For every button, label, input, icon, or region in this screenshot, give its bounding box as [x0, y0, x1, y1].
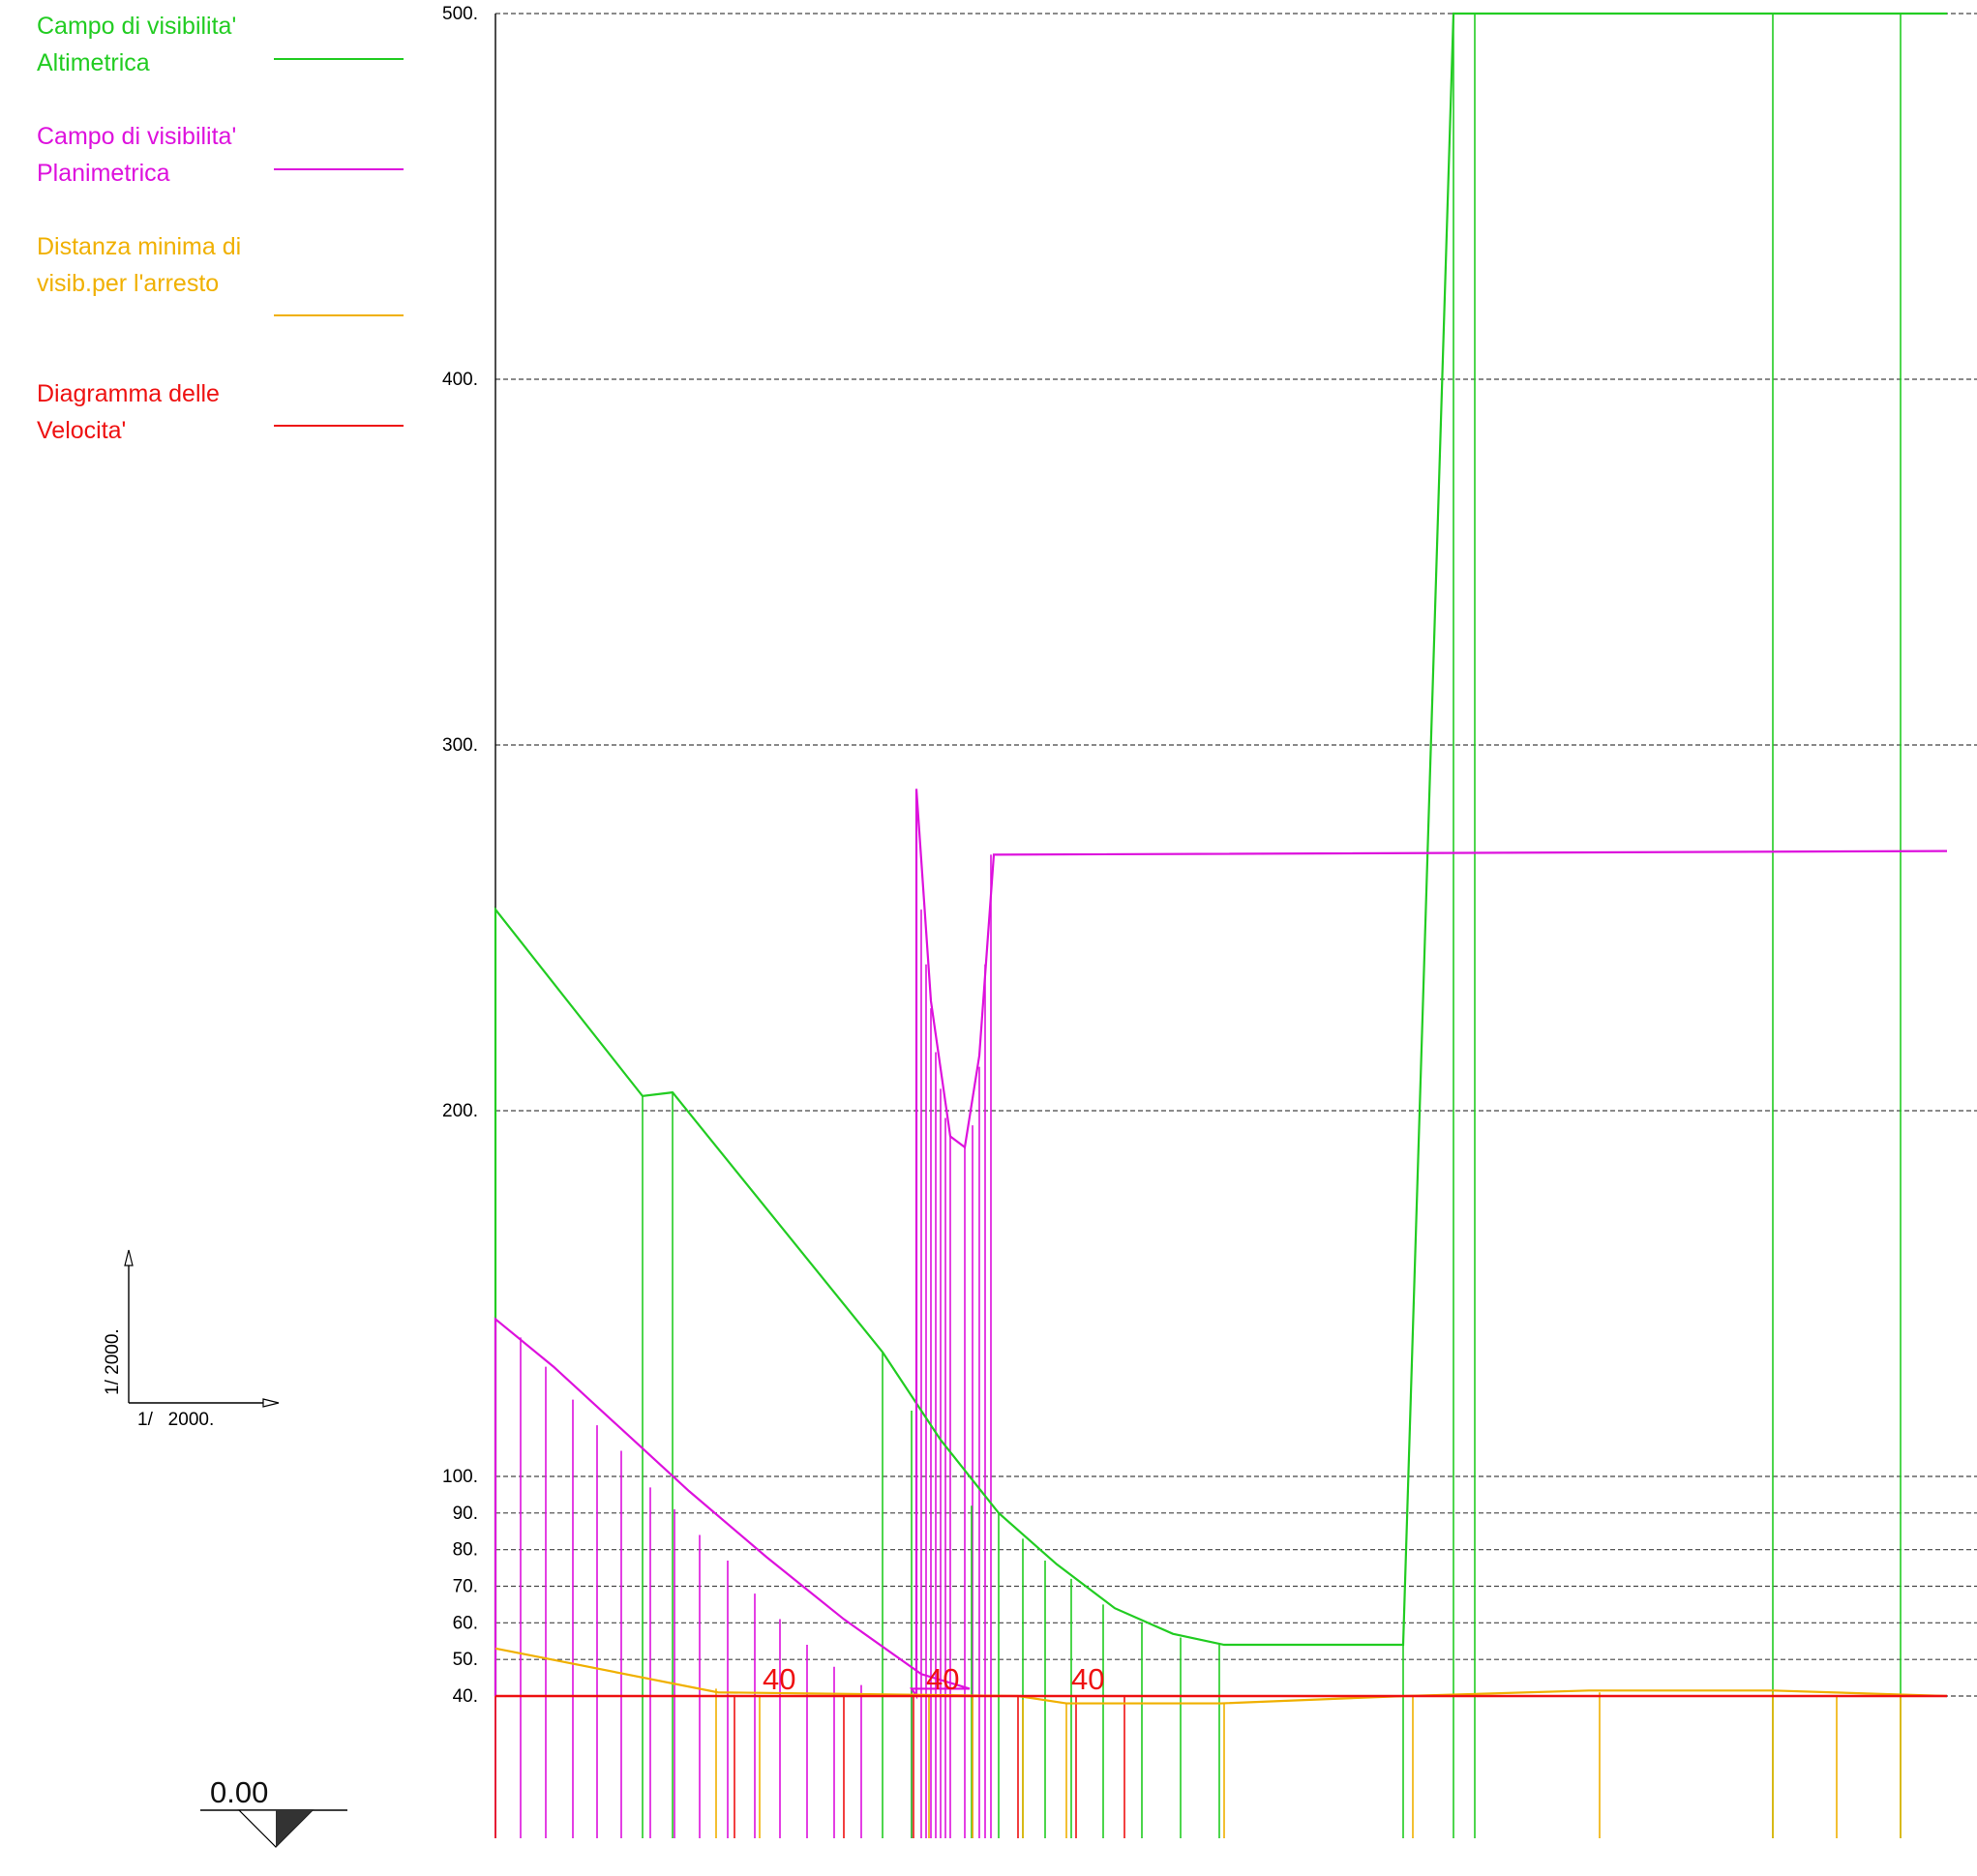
series-line [494, 1647, 1948, 1705]
tick-labels: 40. 50. 60. 70. 80. 90. 100. 200. 300. 400. 500. [442, 4, 478, 1707]
y-tick-label: 100. [442, 1467, 478, 1487]
legend-velocita-line2: Velocita' [37, 417, 127, 444]
y-tick-label: 200. [442, 1101, 478, 1121]
y-tick-label: 400. [442, 370, 478, 390]
series-lines [494, 12, 1948, 1705]
level-triangle-icon [200, 1809, 347, 1848]
series-line [494, 789, 1948, 1700]
scale-vertical-label: 1/ 2000. [103, 1328, 123, 1395]
arrow-right-icon [262, 1398, 280, 1408]
speed-label: 40 [926, 1662, 959, 1696]
station-lines [494, 14, 1902, 1838]
y-tick-label: 50. [453, 1650, 478, 1670]
legend-altimetrica-line1: Campo di visibilita' [37, 13, 237, 40]
y-tick-label: 40. [453, 1686, 478, 1707]
legend-altimetrica-line2: Altimetrica [37, 49, 150, 76]
speed-label: 40 [1071, 1662, 1104, 1696]
arrow-up-icon [124, 1249, 134, 1266]
scale-widget: 1/ 2000. 1/ 2000. [103, 1249, 280, 1430]
y-tick-label: 70. [453, 1577, 478, 1597]
level-label: 0.00 [210, 1775, 269, 1809]
legend-altimetrica-swatch [274, 58, 404, 60]
speed-label: 40 [763, 1662, 795, 1696]
speed-labels: 40 40 40 [763, 1662, 1104, 1696]
legend-velocita-line1: Diagramma delle [37, 380, 220, 407]
legend-planimetrica-line2: Planimetrica [37, 160, 170, 187]
legend-velocita-swatch [274, 425, 404, 427]
y-tick-label: 300. [442, 735, 478, 756]
legend-planimetrica-line1: Campo di visibilita' [37, 123, 237, 150]
series-line [494, 12, 1947, 1696]
legend-arresto-line1: Distanza minima di [37, 233, 242, 260]
y-tick-label: 90. [453, 1504, 478, 1524]
visibility-chart: 40. 50. 60. 70. 80. 90. 100. 200. 300. 400. 500. 4… [442, 4, 1977, 1838]
y-tick-label: 500. [442, 4, 478, 24]
scale-horizontal-label: 1/ 2000. [137, 1410, 214, 1430]
legend-arresto-line2: visib.per l'arresto [37, 270, 220, 297]
legend-arresto-swatch [274, 314, 404, 316]
y-tick-label: 60. [453, 1613, 478, 1633]
y-tick-label: 80. [453, 1540, 478, 1561]
legend-planimetrica-swatch [274, 168, 404, 170]
